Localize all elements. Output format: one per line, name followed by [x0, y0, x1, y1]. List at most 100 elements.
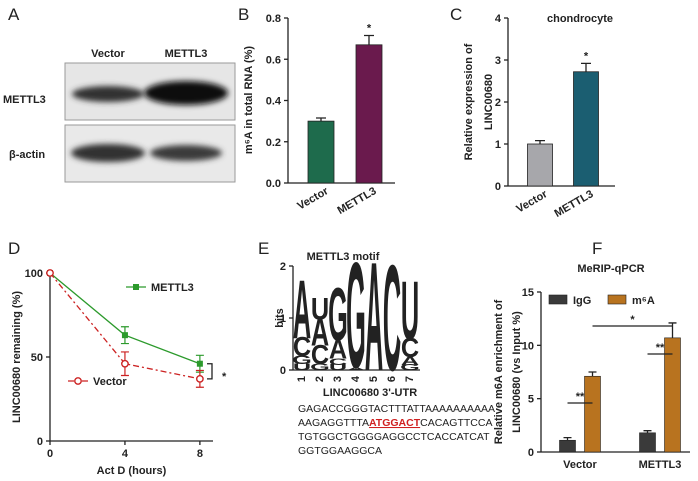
logo-letter: U [293, 362, 311, 372]
bar [559, 439, 576, 453]
logo-letter: A [329, 333, 347, 364]
marker [121, 332, 128, 339]
logo-letter: A [365, 230, 383, 403]
chart-title: METTL3 motif [307, 251, 380, 263]
y-tick-label: 0.0 [266, 178, 281, 190]
panel-label: A [8, 5, 20, 24]
logo-letter: U [401, 264, 419, 357]
y-tick-label: 15 [522, 287, 534, 299]
blot-row: METTL3 [3, 94, 46, 106]
x-tick-label: 3 [332, 376, 344, 382]
significance: * [367, 23, 372, 35]
x-tick-label: Vector [514, 188, 550, 216]
x-tick-label: 4 [350, 375, 362, 382]
error-bar [364, 34, 374, 45]
error-bar [581, 62, 591, 72]
x-tick-label: 2 [314, 376, 326, 382]
y-axis-label: bits [274, 308, 286, 328]
logo-letter: A [311, 311, 329, 355]
panel-label: B [238, 5, 249, 24]
x-tick-label: 0 [47, 448, 53, 460]
significance: * [222, 371, 227, 383]
legend-marker [74, 377, 82, 385]
legend-swatch [548, 294, 568, 305]
y-tick-label: 4 [495, 13, 502, 25]
y-tick-label: 2 [495, 97, 501, 109]
error-bar [588, 371, 597, 377]
logo-letter: G [400, 363, 420, 372]
y-axis-label: Relative m6A enrichment of [493, 299, 505, 444]
y-tick-label: 5 [528, 394, 534, 406]
legend-label: Vector [93, 376, 127, 388]
marker [196, 360, 203, 367]
significance: * [630, 314, 635, 326]
error-bar [316, 117, 326, 122]
significance: ** [656, 342, 665, 354]
blot-band [71, 144, 145, 162]
y-tick-label: 0 [37, 436, 43, 448]
blot-band [150, 145, 222, 161]
legend-label: m⁶A [632, 295, 655, 307]
significance: ** [576, 391, 585, 403]
blot-column: Vector [91, 48, 125, 60]
logo-letter: C [383, 233, 401, 402]
logo-letter: G [328, 272, 348, 356]
logo-letter: A [401, 355, 419, 368]
y-axis-label: Relative expression of [463, 43, 475, 160]
x-tick-label: 1 [296, 376, 308, 382]
y-tick-label: 1 [280, 313, 286, 325]
logo-letter: G [292, 354, 312, 367]
x-tick-label: 7 [404, 376, 416, 382]
legend-swatch [607, 294, 627, 305]
x-tick-label: 4 [122, 448, 129, 460]
legend-label: METTL3 [151, 282, 194, 294]
y-tick-label: 0 [528, 447, 534, 459]
bar [639, 432, 656, 453]
y-tick-label: 0.6 [266, 54, 281, 66]
panel-label: E [258, 239, 269, 258]
marker [121, 359, 129, 368]
x-axis-label: Act D (hours) [97, 465, 167, 477]
x-tick-label: METTL3 [639, 459, 682, 471]
y-axis-label: LINC00680 (vs Input %) [511, 311, 523, 433]
logo-letter: U [329, 363, 347, 372]
blot-column: METTL3 [165, 48, 208, 60]
y-tick-label: 0.8 [266, 13, 281, 25]
logo-letter: U [311, 292, 329, 327]
panel-label: F [592, 239, 602, 258]
error-bar [668, 322, 677, 338]
y-axis-label: LINC00680 [483, 74, 495, 130]
bar [584, 375, 601, 453]
logo-letter: C [293, 331, 311, 362]
marker [46, 269, 54, 277]
bracket [207, 363, 213, 380]
x-tick-label: 5 [368, 376, 380, 382]
marker [195, 374, 204, 383]
motif-site: ATGGACT [369, 417, 421, 429]
logo-letter: G [346, 231, 366, 400]
y-axis-label: m⁶A in total RNA (%) [243, 46, 255, 154]
bar [573, 71, 599, 187]
y-tick-label: 2 [280, 261, 286, 273]
x-tick-label: METTL3 [552, 188, 595, 220]
logo-letter: A [293, 263, 311, 356]
bar [527, 143, 553, 187]
blot-band [72, 86, 144, 102]
y-tick-label: 3 [495, 55, 501, 67]
y-tick-label: 0.4 [266, 96, 282, 108]
y-tick-label: 1 [495, 139, 501, 151]
x-tick-label: 8 [197, 448, 203, 460]
sequence-line: TGTGGCTGGGGAGGCCTCACCATCAT [298, 431, 490, 443]
x-tick-label: 6 [386, 376, 398, 382]
y-tick-label: 10 [522, 340, 534, 352]
bar [307, 120, 335, 184]
sequence-title: LINC00680 3'-UTR [323, 387, 417, 399]
sequence-part: AAGAGGTTTA [298, 417, 369, 429]
logo-letter: C [311, 339, 329, 370]
sequence-line: GGTGGAAGGCA [298, 445, 382, 457]
blot-band [144, 81, 228, 105]
logo-letter: C [329, 357, 348, 367]
x-tick-label: METTL3 [335, 185, 378, 217]
y-axis-label: LINC00680 remaining (%) [11, 291, 23, 423]
